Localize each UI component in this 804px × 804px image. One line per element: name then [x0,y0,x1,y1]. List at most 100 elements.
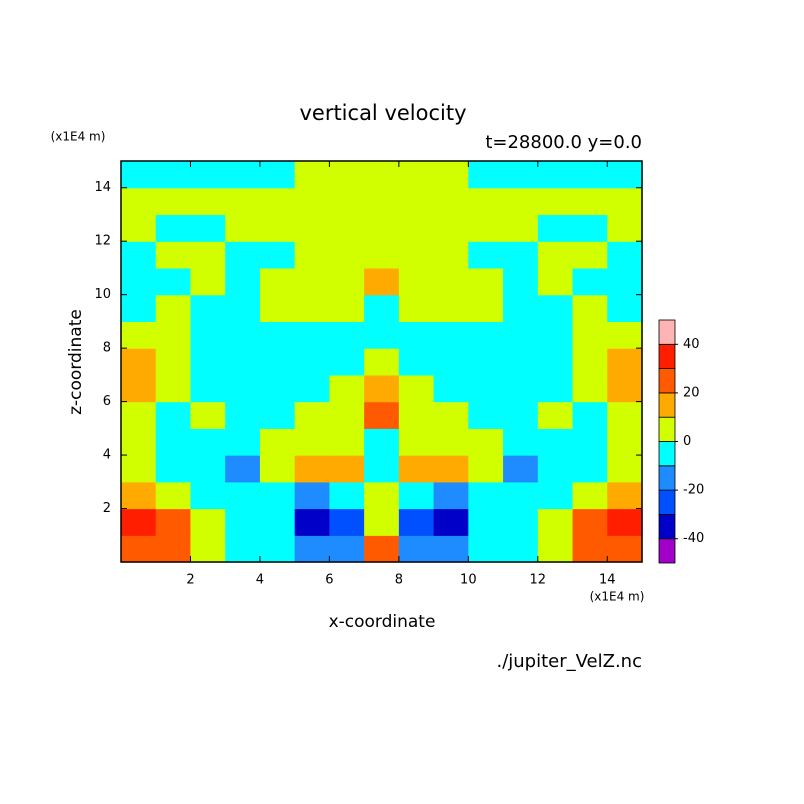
contour-cell [225,161,261,189]
contour-cell [329,374,365,403]
contour-cell [155,267,192,296]
colorbar-segment [658,343,676,369]
contour-cell [398,374,435,403]
x-tick-label: 6 [325,573,333,588]
contour-cell [503,374,539,403]
contour-cell [259,214,296,242]
contour-cell [329,401,365,429]
contour-cell [121,161,157,189]
contour-cell [398,214,435,242]
contour-cell [537,374,574,403]
contour-cell [503,294,539,322]
y-tick-label: 10 [94,287,111,302]
contour-cell [364,535,400,563]
contour-cell [329,294,365,322]
contour-cell [190,187,226,216]
colorbar-label: 20 [683,385,700,400]
contour-cell [329,455,365,483]
contour-cell [468,187,504,216]
contour-cell [259,455,296,483]
y-tick-label: 14 [94,180,111,195]
contour-cell [190,321,226,349]
x-tick-label: 4 [256,573,264,588]
colorbar-segment [658,416,676,442]
contour-cell [225,267,261,296]
contour-cell [121,241,157,269]
colorbar-label: 0 [683,434,691,449]
x-tick-label: 14 [599,573,616,588]
contour-cell [607,294,643,322]
contour-cell [433,241,469,269]
contour-cell [607,481,643,510]
contour-cell [259,161,296,189]
contour-cell [433,161,469,189]
contour-cell [259,481,296,510]
contour-cell [121,267,157,296]
contour-cell [190,508,226,536]
x-tick-label: 10 [460,573,477,588]
contour-cell [433,294,469,322]
contour-cell [468,455,504,483]
contour-cell [329,481,365,510]
contour-cell [433,481,469,510]
contour-cell [225,374,261,403]
chart-title: vertical velocity [299,101,466,125]
contour-cell [364,241,400,269]
contour-cell [155,535,192,563]
contour-cell [155,187,192,216]
contour-cell [329,348,365,376]
contour-cell [294,428,330,456]
contour-cell [607,348,643,376]
contour-cell [155,214,192,242]
contour-cell [572,294,608,322]
contour-cell [121,535,157,563]
contour-cell [225,401,261,429]
contour-cell [329,508,365,536]
contour-cell [294,374,330,403]
contour-cell [607,455,643,483]
contour-cell [294,401,330,429]
contour-cell [503,348,539,376]
contour-cell [155,508,192,536]
contour-cell [329,241,365,269]
contour-cell [294,481,330,510]
contour-cell [433,374,469,403]
colorbar-segment [658,538,676,564]
contour-cell [468,535,504,563]
contour-cell [398,401,435,429]
contour-cell [190,214,226,242]
contour-cell [190,401,226,429]
contour-cell [607,267,643,296]
contour-cell [537,187,574,216]
contour-cell [364,267,400,296]
contour-cell [468,348,504,376]
contour-cell [190,455,226,483]
contour-cell [537,428,574,456]
contour-cell [364,481,400,510]
contour-cell [537,535,574,563]
contour-cell [259,348,296,376]
contour-cell [364,214,400,242]
contour-cell [121,508,157,536]
contour-cell [155,481,192,510]
contour-cell [294,455,330,483]
contour-cell [225,535,261,563]
contour-cell [537,481,574,510]
contour-cell [225,481,261,510]
colorbar-segment [658,441,676,467]
contour-cell [225,214,261,242]
contour-cell [572,348,608,376]
contour-cell [121,321,157,349]
contour-cell [468,214,504,242]
contour-cell [537,161,574,189]
contour-cell [155,455,192,483]
x-label: x-coordinate [329,612,436,632]
contour-cell [259,508,296,536]
contour-cell [398,267,435,296]
contour-cell [225,508,261,536]
contour-cell [537,348,574,376]
contour-cell [572,267,608,296]
chart-subtitle: t=28800.0 y=0.0 [485,132,642,153]
contour-cell [398,294,435,322]
contour-cell [329,535,365,563]
